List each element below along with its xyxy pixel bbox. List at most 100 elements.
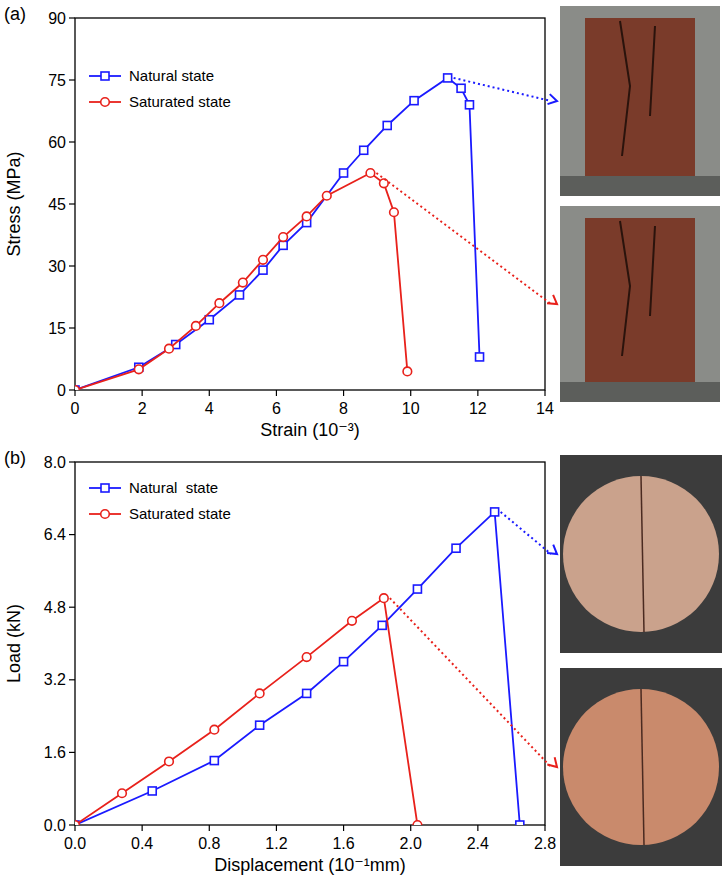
x-tick-label: 1.6 <box>332 835 354 852</box>
data-point <box>210 757 218 765</box>
plot-frame <box>75 462 545 825</box>
series-line <box>75 512 520 825</box>
legend: Natural stateSaturated state <box>89 67 231 110</box>
data-point <box>340 658 348 666</box>
data-point <box>444 74 452 82</box>
x-tick <box>477 390 478 396</box>
data-point <box>205 316 213 324</box>
x-tick <box>410 825 411 831</box>
data-point <box>75 386 79 390</box>
x-tick <box>142 825 143 831</box>
specimen <box>585 18 695 178</box>
x-tick-label: 8 <box>339 400 348 417</box>
data-point <box>259 255 268 264</box>
data-point <box>210 725 219 734</box>
data-point <box>403 367 412 376</box>
data-point <box>165 344 174 353</box>
x-tick <box>544 825 545 831</box>
pointer <box>376 173 551 304</box>
y-tick-label: 1.6 <box>44 744 66 761</box>
data-point <box>279 233 288 242</box>
y-tick-label: 75 <box>48 72 66 89</box>
panel-label: (b) <box>4 448 26 468</box>
x-tick <box>142 390 143 396</box>
x-tick-label: 0.0 <box>64 835 86 852</box>
y-tick <box>69 79 75 80</box>
data-point <box>75 821 79 825</box>
y-tick <box>69 824 75 825</box>
data-point <box>457 84 465 92</box>
y-tick-label: 6.4 <box>44 526 66 543</box>
y-tick <box>69 679 75 680</box>
plot-frame <box>75 18 545 390</box>
legend-label: Natural state <box>129 479 218 496</box>
panel: 0.00.40.81.21.62.02.42.80.01.63.24.86.48… <box>4 448 722 875</box>
data-point <box>256 721 264 729</box>
plot-area <box>75 74 484 390</box>
legend-label: Saturated state <box>129 505 231 522</box>
data-point <box>380 594 389 603</box>
arrow-head <box>548 94 557 104</box>
y-tick <box>69 534 75 535</box>
data-point <box>148 787 156 795</box>
data-point <box>215 299 224 308</box>
y-tick <box>69 141 75 142</box>
y-tick-label: 60 <box>48 134 66 151</box>
x-tick-label: 0.4 <box>131 835 153 852</box>
data-point <box>413 585 421 593</box>
data-point <box>380 179 389 188</box>
data-point <box>383 121 391 129</box>
figure: 024681012140153045607590Strain (10⁻³)Str… <box>0 0 727 883</box>
data-point <box>236 291 244 299</box>
y-tick <box>69 389 75 390</box>
data-point <box>348 617 357 626</box>
data-point <box>378 621 386 629</box>
data-point <box>516 821 524 825</box>
legend-marker <box>101 484 109 492</box>
x-tick <box>209 825 210 831</box>
data-point <box>192 322 201 331</box>
data-point <box>340 169 348 177</box>
x-tick-label: 4 <box>205 400 214 417</box>
y-tick-label: 8.0 <box>44 454 66 471</box>
y-tick-label: 15 <box>48 320 66 337</box>
y-tick-label: 45 <box>48 196 66 213</box>
data-point <box>410 97 418 105</box>
x-tick <box>544 390 545 396</box>
y-axis-title: Load (kN) <box>4 604 24 683</box>
x-tick-label: 2.8 <box>534 835 556 852</box>
y-tick-label: 30 <box>48 258 66 275</box>
x-tick-label: 0 <box>71 400 80 417</box>
arrow-head <box>547 545 557 554</box>
photo <box>560 455 722 653</box>
x-tick <box>74 825 75 831</box>
x-tick-label: 2 <box>138 400 147 417</box>
x-tick <box>343 390 344 396</box>
arrow-head <box>547 757 557 767</box>
data-point <box>255 689 264 698</box>
data-point <box>322 191 331 200</box>
pointer <box>454 78 551 101</box>
x-tick <box>343 825 344 831</box>
y-tick <box>69 203 75 204</box>
panel: 024681012140153045607590Strain (10⁻³)Str… <box>4 4 720 440</box>
panel-label: (a) <box>4 4 26 24</box>
x-axis-title: Strain (10⁻³) <box>260 420 360 440</box>
plot-area <box>75 508 524 825</box>
crack <box>641 689 644 845</box>
data-point <box>118 789 127 798</box>
x-tick-label: 2.4 <box>467 835 489 852</box>
y-tick-label: 3.2 <box>44 671 66 688</box>
y-tick <box>69 265 75 266</box>
y-tick <box>69 461 75 462</box>
photo <box>560 206 720 402</box>
photo <box>560 6 720 196</box>
y-tick-label: 0.0 <box>44 817 66 834</box>
platen <box>560 176 720 196</box>
x-tick-label: 6 <box>272 400 281 417</box>
y-tick <box>69 17 75 18</box>
pointer <box>501 512 551 554</box>
x-tick <box>276 825 277 831</box>
data-point <box>279 241 287 249</box>
series-line <box>75 78 480 390</box>
